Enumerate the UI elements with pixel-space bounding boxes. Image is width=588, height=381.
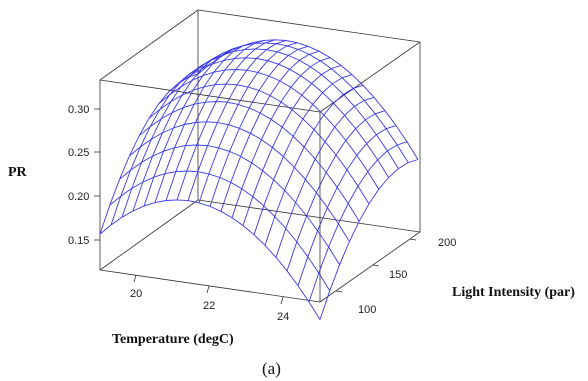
z-axis: 0.30 0.25 0.20 0.15 PR [8, 104, 100, 247]
x-axis: 20 22 24 Temperature (degC) [112, 274, 289, 347]
surface-line-temperature [242, 64, 342, 226]
surface-line-temperature [198, 42, 298, 203]
surface-line-light [197, 39, 419, 160]
y-tick-label: 100 [358, 304, 376, 316]
x-tick-label: 22 [203, 300, 215, 312]
box-edge [197, 199, 421, 233]
surface-line-temperature [308, 141, 408, 303]
y-tick-label: 150 [389, 269, 407, 281]
surface-line-temperature [253, 74, 353, 235]
x-tick-label: 20 [130, 288, 142, 300]
surface-line-light [178, 48, 399, 169]
y-axis: 100 150 200 Light Intensity (par) [335, 237, 575, 316]
x-tick-mark [280, 296, 284, 305]
z-tick-label: 0.20 [68, 191, 89, 203]
surface-line-temperature [264, 84, 364, 246]
surface-line-temperature [143, 45, 243, 207]
box-edge [99, 199, 199, 271]
z-axis-label: PR [8, 165, 28, 180]
surface-line-temperature [110, 64, 210, 226]
z-tick-label: 0.15 [68, 235, 89, 247]
y-tick-mark [372, 264, 380, 267]
surface-line-temperature [209, 45, 309, 207]
plot-box [99, 9, 421, 303]
y-tick-mark [335, 290, 343, 293]
surface-mesh [99, 39, 419, 320]
box-edge [319, 231, 421, 303]
figure-caption: (a) [262, 359, 281, 378]
x-tick-mark [206, 285, 210, 294]
x-axis-label: Temperature (degC) [112, 332, 234, 347]
surface-line-temperature [132, 50, 232, 212]
surface-line-temperature [121, 56, 221, 218]
surface-line-temperature [165, 39, 265, 201]
z-tick-label: 0.30 [68, 104, 89, 116]
surface-line-temperature [319, 159, 419, 320]
surface-line-temperature [297, 125, 397, 286]
box-edge [99, 79, 321, 113]
box-edge [99, 9, 199, 81]
surface-line-temperature [187, 40, 287, 201]
z-tick-label: 0.25 [68, 147, 89, 159]
surface-line-temperature [231, 57, 331, 218]
surface-line-light [109, 170, 331, 291]
surface-line-temperature [176, 39, 276, 201]
surface-line-temperature [275, 96, 375, 258]
box-edge [99, 269, 321, 303]
y-axis-label: Light Intensity (par) [452, 285, 575, 300]
surface-line-temperature [220, 50, 320, 212]
x-tick-mark [133, 274, 137, 283]
surface-line-temperature [154, 42, 254, 203]
box-edge [197, 9, 421, 43]
y-tick-mark [409, 238, 417, 241]
y-tick-label: 200 [438, 237, 456, 249]
x-tick-label: 24 [277, 311, 289, 323]
surface-line-temperature [286, 110, 386, 271]
